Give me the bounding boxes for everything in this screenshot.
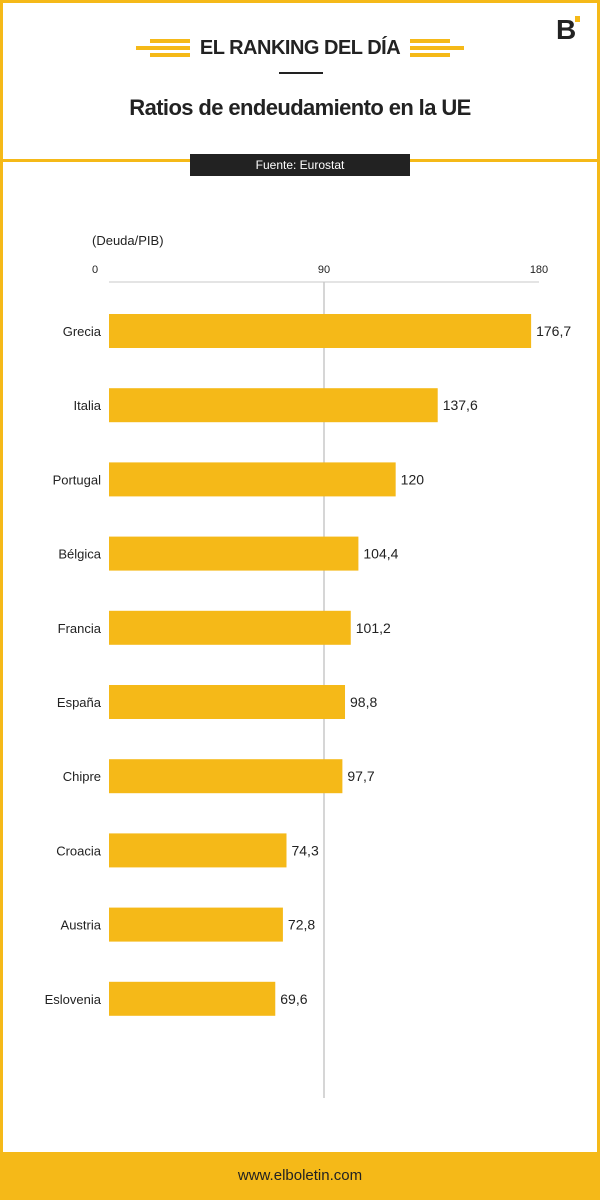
value-label: 176,7 (536, 323, 571, 339)
x-tick-label: 90 (318, 264, 330, 276)
bar (109, 314, 532, 348)
category-label: Francia (58, 621, 102, 636)
bar (109, 907, 283, 942)
axis-label: (Deuda/PIB) (92, 233, 164, 248)
category-label: Italia (74, 398, 102, 413)
category-label: Grecia (63, 324, 102, 339)
ranking-banner: EL RANKING DEL DÍA (0, 30, 600, 60)
value-label: 98,8 (350, 694, 377, 710)
value-label: 137,6 (443, 397, 478, 413)
footer-url[interactable]: www.elboletin.com (237, 1167, 363, 1184)
value-label: 97,7 (347, 768, 374, 784)
x-tick-label: 180 (530, 264, 548, 276)
bar (109, 759, 343, 794)
bar (109, 981, 276, 1016)
bar (109, 536, 359, 571)
category-label: Bélgica (58, 547, 101, 562)
bar (109, 833, 287, 868)
bar-chart: (Deuda/PIB) 0 90 180 Grecia 176,7 Italia 137,6 P… (45, 233, 571, 1098)
decoration-lines-right (410, 39, 465, 57)
elboletin-logo-icon: B (556, 14, 580, 44)
category-label: Austria (61, 918, 102, 933)
title-divider (279, 72, 323, 74)
bar (109, 610, 351, 645)
value-label: 74,3 (291, 842, 318, 858)
value-label: 72,8 (288, 917, 315, 933)
ranking-label: EL RANKING DEL DÍA (199, 36, 401, 59)
category-label: Portugal (53, 472, 102, 487)
bar (109, 685, 346, 719)
category-label: Croacia (56, 843, 102, 858)
footer: www.elboletin.com (0, 1152, 600, 1200)
value-label: 104,4 (363, 546, 398, 562)
svg-text:B: B (556, 14, 576, 44)
x-tick-label: 0 (92, 264, 98, 276)
category-label: Eslovenia (45, 992, 102, 1007)
value-label: 120 (401, 471, 425, 487)
chart-title: Ratios de endeudamiento en la UE (129, 95, 471, 120)
source-label: Fuente: Eurostat (190, 154, 410, 176)
bar (109, 388, 438, 423)
value-label: 69,6 (280, 991, 307, 1007)
value-label: 101,2 (356, 620, 391, 636)
bar (109, 462, 396, 497)
category-label: España (57, 695, 102, 710)
decoration-lines-left (135, 39, 190, 57)
category-label: Chipre (63, 769, 101, 784)
